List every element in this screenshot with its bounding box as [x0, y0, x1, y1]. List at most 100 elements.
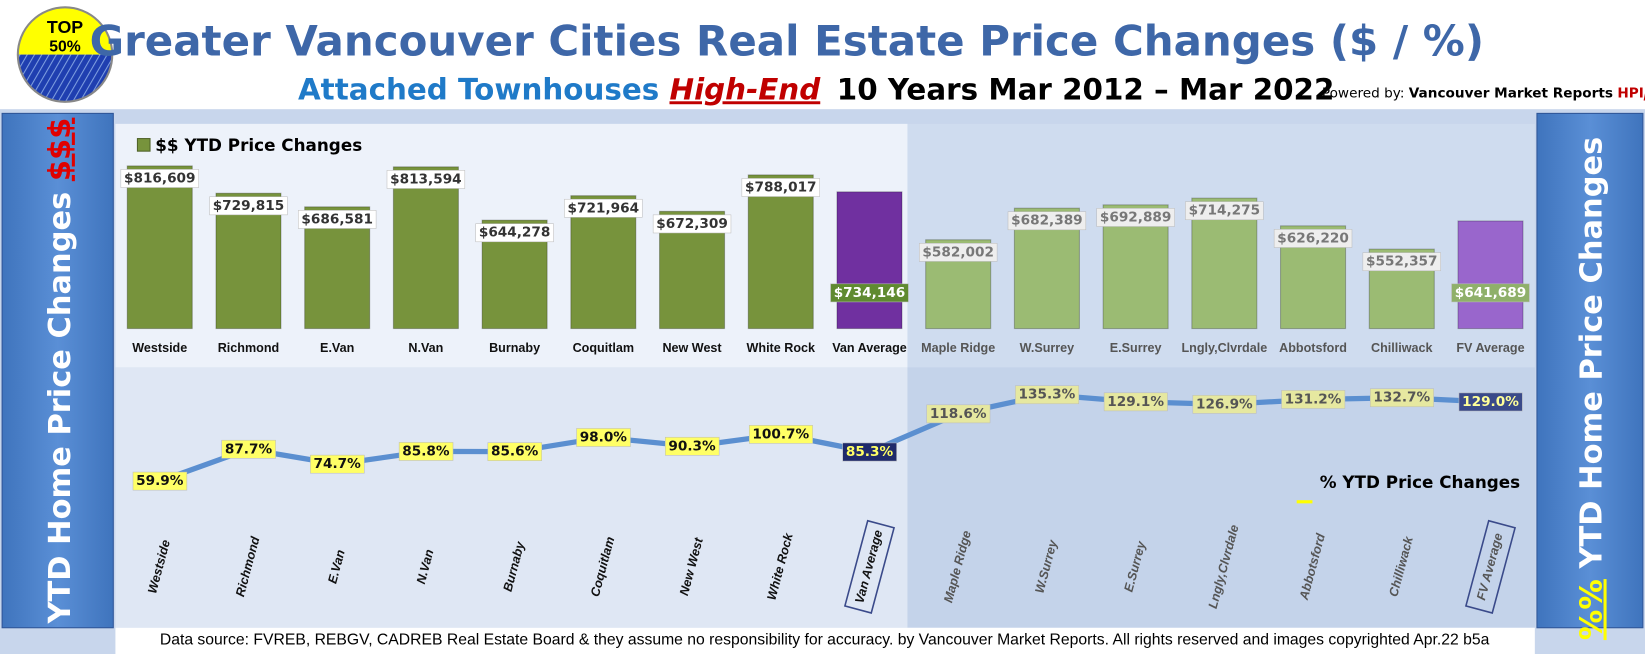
value-label: 98.0%	[580, 429, 628, 445]
value-label-bg	[564, 198, 643, 218]
x-tick-label: E.Surrey	[1110, 341, 1162, 355]
value-label-bg	[665, 436, 720, 456]
value-label-bg	[475, 223, 554, 243]
value-label-bg	[1273, 229, 1353, 248]
powered-name: Vancouver Market Reports	[1409, 85, 1613, 101]
value-label-bg	[1015, 385, 1080, 405]
value-label-bg	[386, 170, 466, 189]
value-label: 90.3%	[668, 438, 716, 454]
side-panel	[1536, 112, 1644, 629]
value-label-bg	[398, 442, 454, 461]
value-label: 132.7%	[1373, 390, 1430, 406]
value-label: $686,581	[301, 211, 373, 227]
subtitle: Attached Townhouses High-End 10 Years Ma…	[298, 72, 1334, 106]
x-label-box	[1464, 519, 1517, 614]
bar	[570, 195, 637, 330]
value-label: $626,220	[1277, 230, 1349, 246]
powered-label: Powered by:	[1322, 85, 1405, 101]
side-symbol: $$$	[42, 118, 77, 182]
x-tick-label: White Rock	[747, 341, 815, 355]
value-label-bg	[1096, 208, 1175, 227]
bar	[392, 166, 459, 330]
side-panel	[1, 112, 114, 629]
x-label-box	[843, 519, 896, 614]
value-label-bg	[1185, 201, 1264, 221]
value-label-bg	[1451, 283, 1530, 303]
bar	[747, 174, 814, 330]
value-label: 87.7%	[225, 441, 273, 457]
value-label: $734,146	[834, 285, 906, 301]
x-tick-label: W.Surrey	[1020, 341, 1075, 355]
value-label-bg	[120, 169, 199, 188]
legend-label: % YTD Price Changes	[1320, 472, 1520, 492]
footer-bg	[115, 627, 1535, 654]
value-label: 135.3%	[1019, 387, 1076, 403]
x-tick-label: Abbotsford	[1279, 341, 1347, 355]
value-label: $721,964	[568, 200, 640, 216]
value-label: 100.7%	[752, 426, 809, 442]
value-label-bg	[487, 442, 542, 461]
value-label: $729,815	[213, 198, 285, 214]
bar	[126, 165, 193, 330]
side-symbol: %%	[1574, 579, 1609, 640]
value-label: $682,389	[1011, 213, 1083, 229]
value-label: $788,017	[745, 179, 817, 195]
value-label-bg	[830, 283, 909, 303]
value-label: 85.6%	[491, 444, 539, 460]
bar	[215, 192, 282, 330]
title: Greater Vancouver Cities Real Estate Pri…	[90, 17, 1484, 66]
legend-label: $$ YTD Price Changes	[155, 135, 362, 155]
value-label-bg	[209, 196, 288, 216]
value-label-bg	[132, 471, 188, 491]
value-label: 131.2%	[1285, 391, 1342, 407]
value-label-bg	[1192, 395, 1257, 414]
value-label: $641,689	[1455, 285, 1527, 301]
x-tick-label: Burnaby	[489, 341, 540, 355]
powered-by: Powered by: Vancouver Market Reports HPI…	[1322, 85, 1645, 101]
value-label-bg	[926, 404, 991, 424]
value-label: 85.3%	[846, 444, 894, 460]
x-tick-label: Westside	[132, 341, 187, 355]
value-label: $692,889	[1100, 209, 1172, 225]
x-tick-label: Richmond	[218, 341, 279, 355]
x-tick-label: Van Average	[832, 341, 907, 355]
value-label-bg	[221, 439, 276, 459]
value-label: $552,357	[1366, 254, 1438, 270]
bar	[836, 191, 903, 330]
powered-brand-suffix: p	[1643, 85, 1645, 101]
x-tick-label: FV Average	[1456, 341, 1524, 355]
subtitle-highlight: High-End	[670, 72, 822, 106]
value-label-bg	[1103, 392, 1168, 412]
value-label: 85.8%	[402, 443, 450, 459]
value-label-bg	[652, 214, 732, 234]
badge-percent: 50%	[49, 38, 80, 55]
badge-top: TOP	[47, 17, 83, 37]
value-label-bg	[1007, 211, 1087, 231]
subtitle-period: 10 Years Mar 2012 – Mar 2022	[837, 72, 1335, 106]
value-label-bg	[298, 210, 377, 229]
x-tick-label: Maple Ridge	[921, 341, 995, 355]
value-label: $672,309	[656, 216, 728, 232]
value-label: $714,275	[1189, 203, 1261, 219]
value-label-bg	[919, 243, 998, 262]
value-label: 74.7%	[314, 456, 362, 472]
value-label: $582,002	[922, 244, 994, 260]
value-label-bg	[1281, 390, 1346, 409]
value-label-bg	[741, 178, 820, 197]
footer: Data source: FVREB, REBGV, CADREB Real E…	[160, 632, 1490, 649]
powered-brand: HPI	[1617, 85, 1643, 101]
panel-bg	[115, 367, 908, 628]
bar	[1457, 220, 1524, 330]
x-tick-label: N.Van	[408, 341, 443, 355]
value-label: 118.6%	[930, 406, 987, 422]
value-label: $816,609	[124, 170, 196, 186]
x-tick-label: New West	[662, 341, 722, 355]
x-tick-label: Coquitlam	[573, 341, 634, 355]
side-panel-text: %% YTD Home Price Changes	[1574, 137, 1609, 640]
side-text: YTD Home Price Changes	[1574, 137, 1609, 570]
side-text: YTD Home Price Changes	[42, 192, 77, 625]
legend-swatch	[136, 138, 151, 152]
x-tick-label: Chilliwack	[1371, 341, 1433, 355]
